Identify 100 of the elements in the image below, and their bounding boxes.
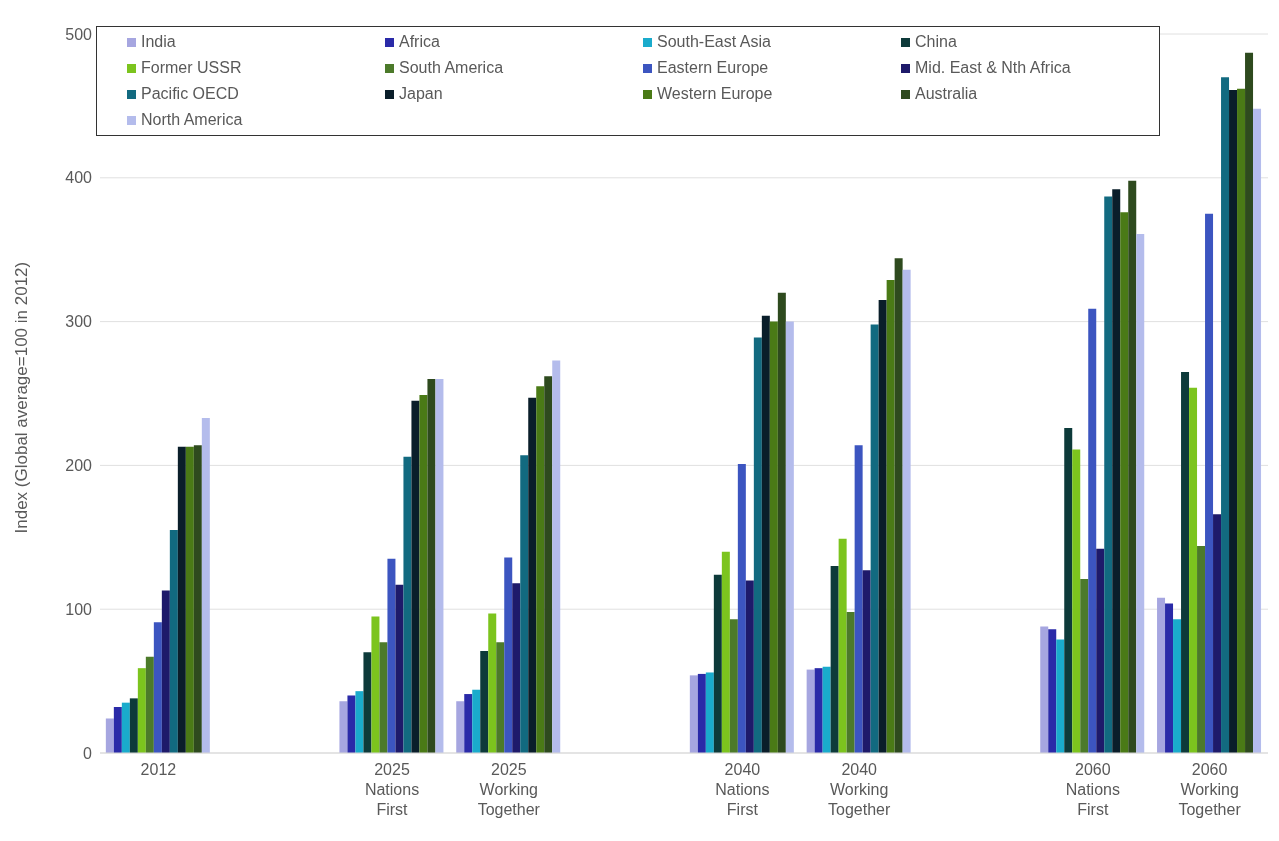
bar bbox=[1128, 180, 1137, 753]
bar bbox=[427, 379, 436, 753]
bar bbox=[1096, 548, 1105, 753]
bar bbox=[806, 669, 815, 753]
bar bbox=[129, 698, 138, 753]
bar bbox=[435, 379, 444, 753]
bar bbox=[1213, 514, 1222, 753]
bar bbox=[520, 455, 529, 753]
bar bbox=[387, 558, 396, 753]
bar bbox=[496, 642, 505, 753]
x-tick-label: 2040 Working Together bbox=[828, 761, 891, 818]
bar bbox=[761, 315, 770, 753]
bar bbox=[161, 590, 170, 753]
legend-label: Former USSR bbox=[141, 59, 242, 77]
bar bbox=[1181, 371, 1190, 753]
bar bbox=[105, 718, 114, 753]
bar bbox=[721, 551, 730, 753]
bar bbox=[769, 321, 778, 753]
bar bbox=[1088, 308, 1097, 753]
bar bbox=[822, 666, 831, 753]
bar bbox=[488, 613, 497, 753]
bar bbox=[1064, 428, 1073, 753]
bar bbox=[777, 292, 786, 753]
bar bbox=[355, 691, 364, 753]
bar bbox=[814, 668, 823, 753]
bar bbox=[697, 673, 706, 753]
bar bbox=[1136, 233, 1145, 753]
bar bbox=[862, 570, 871, 753]
bar bbox=[737, 463, 746, 753]
bar bbox=[536, 386, 545, 753]
y-tick-label: 400 bbox=[65, 169, 93, 187]
bar bbox=[1205, 213, 1214, 753]
legend-label: Eastern Europe bbox=[657, 59, 769, 77]
bar bbox=[1048, 629, 1057, 753]
bar bbox=[512, 583, 521, 753]
x-tick-label: 2025 Nations First bbox=[364, 761, 420, 818]
y-tick-label: 100 bbox=[65, 600, 93, 618]
bar bbox=[472, 689, 481, 753]
legend-label: North America bbox=[141, 111, 243, 129]
y-axis-title: Index (Global average=100 in 2012) bbox=[12, 261, 32, 534]
bar bbox=[121, 702, 130, 753]
bar bbox=[894, 258, 903, 753]
bar bbox=[729, 619, 738, 753]
bar bbox=[846, 612, 855, 753]
bar bbox=[1157, 597, 1166, 753]
legend-label: China bbox=[915, 33, 957, 51]
bar bbox=[830, 566, 839, 753]
bar bbox=[886, 279, 895, 753]
bar bbox=[395, 584, 404, 753]
legend-label: Pacific OECD bbox=[141, 85, 239, 103]
bar bbox=[745, 580, 754, 753]
bar bbox=[753, 337, 762, 753]
bar bbox=[705, 672, 714, 753]
bar bbox=[169, 530, 178, 753]
legend-label: South America bbox=[399, 59, 504, 77]
x-tick-label: 2060 Working Together bbox=[1178, 761, 1242, 818]
bar bbox=[1120, 212, 1129, 753]
bar bbox=[544, 376, 553, 753]
bar bbox=[185, 446, 194, 753]
y-tick-label: 300 bbox=[65, 313, 93, 331]
legend-label: Australia bbox=[915, 85, 978, 103]
y-tick-label: 0 bbox=[83, 744, 93, 762]
bar bbox=[113, 706, 122, 753]
bar bbox=[878, 300, 887, 753]
bar bbox=[137, 668, 146, 753]
bar bbox=[1056, 639, 1065, 753]
bar bbox=[1104, 196, 1113, 753]
bar bbox=[838, 538, 847, 753]
bar bbox=[552, 360, 561, 753]
bar bbox=[201, 417, 210, 753]
bar bbox=[379, 642, 388, 753]
bar bbox=[1080, 579, 1089, 753]
bar bbox=[153, 622, 162, 753]
bar bbox=[464, 694, 473, 753]
bar bbox=[1165, 603, 1174, 753]
bar bbox=[1221, 77, 1230, 753]
bar bbox=[347, 695, 356, 753]
bar bbox=[177, 446, 186, 753]
bar bbox=[870, 324, 879, 753]
bar bbox=[1237, 88, 1246, 753]
bar bbox=[1253, 108, 1262, 753]
legend-label: Western Europe bbox=[657, 85, 773, 103]
bar bbox=[419, 394, 428, 753]
x-tick-label: 2025 Working Together bbox=[477, 761, 541, 818]
legend-label: Mid. East & Nth Africa bbox=[915, 59, 1071, 77]
y-tick-label: 200 bbox=[65, 457, 93, 475]
bar bbox=[1245, 52, 1254, 753]
bar bbox=[363, 652, 372, 753]
bar bbox=[193, 445, 202, 753]
bar bbox=[528, 397, 537, 753]
bar bbox=[504, 557, 513, 753]
bar bbox=[480, 650, 489, 753]
legend-label: Africa bbox=[399, 33, 440, 51]
bar bbox=[1072, 449, 1081, 753]
bar bbox=[854, 445, 863, 753]
bar bbox=[1229, 90, 1238, 753]
bar bbox=[1173, 619, 1182, 753]
bar bbox=[371, 616, 380, 753]
x-tick-label: 2040 Nations First bbox=[715, 761, 770, 818]
bar bbox=[411, 400, 420, 753]
